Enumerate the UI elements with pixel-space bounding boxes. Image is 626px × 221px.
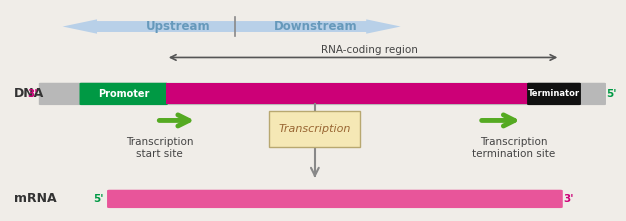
Text: Promoter: Promoter	[98, 89, 150, 99]
Text: RNA-coding region: RNA-coding region	[321, 45, 418, 55]
Bar	[166, 83, 535, 105]
FancyBboxPatch shape	[80, 83, 168, 105]
Text: 5': 5'	[93, 194, 103, 204]
Text: Transcription
start site: Transcription start site	[126, 137, 193, 159]
Text: Upstream: Upstream	[146, 20, 211, 33]
Text: mRNA: mRNA	[14, 192, 56, 205]
FancyBboxPatch shape	[269, 110, 360, 147]
Text: Downstream: Downstream	[274, 20, 358, 33]
Text: 3': 3'	[563, 194, 574, 204]
FancyBboxPatch shape	[527, 83, 581, 105]
Polygon shape	[63, 19, 401, 34]
FancyBboxPatch shape	[107, 190, 563, 208]
FancyBboxPatch shape	[39, 83, 606, 105]
Text: 3': 3'	[27, 89, 38, 99]
Text: Transcription: Transcription	[279, 124, 351, 134]
Text: Terminator: Terminator	[528, 90, 580, 98]
Text: DNA: DNA	[14, 88, 44, 100]
Text: Transcription
termination site: Transcription termination site	[472, 137, 555, 159]
Text: 5': 5'	[606, 89, 617, 99]
